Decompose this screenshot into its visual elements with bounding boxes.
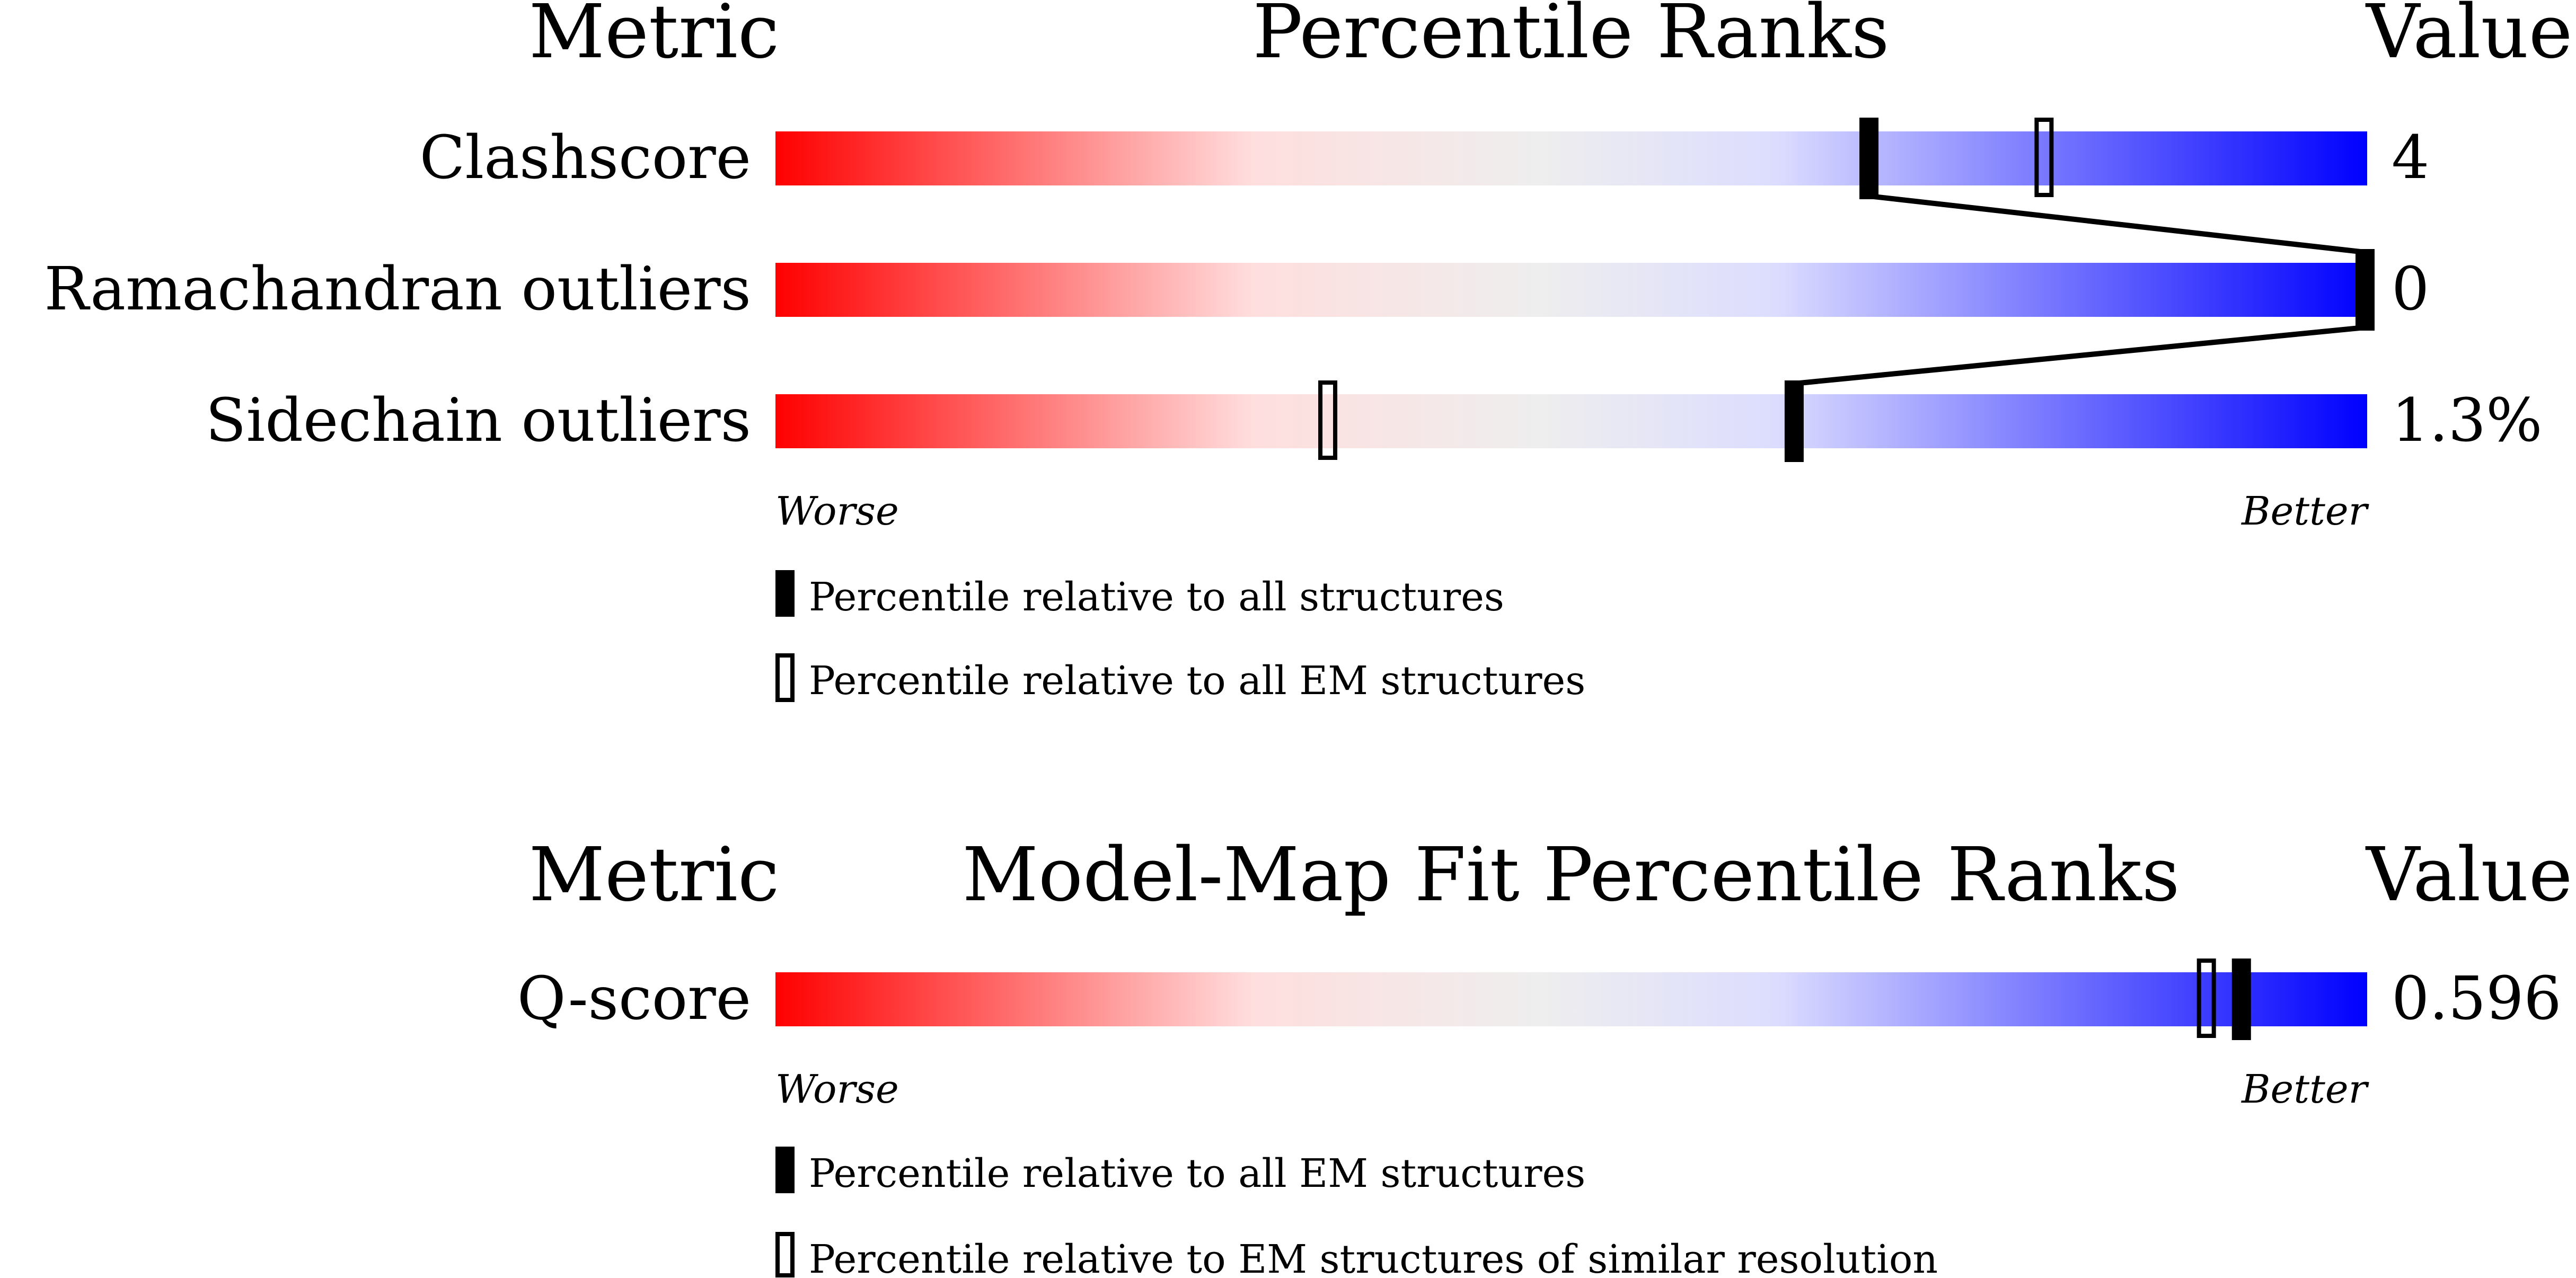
percentile-bar [775, 972, 2367, 1026]
metric-header: Metric [529, 0, 780, 75]
axis-worse-label-2: Worse [775, 1067, 899, 1112]
legend-filled-label: Percentile relative to all structures [809, 574, 1504, 620]
marker-connector-line [1868, 193, 2366, 255]
percentile-bar [775, 131, 2367, 185]
value-header-2: Value [2365, 832, 2573, 918]
legend-open-marker-2 [775, 1232, 795, 1277]
legend-open-marker [775, 653, 795, 702]
value-header: Value [2365, 0, 2573, 75]
subset-percentile-marker [2196, 958, 2216, 1038]
panel-2-rows: Q-score 0.596 [517, 958, 2562, 1040]
marker-connector-line [1794, 325, 2366, 386]
axis-better-label-2: Better [2240, 1067, 2369, 1112]
metric-header-2: Metric [529, 832, 780, 918]
metric-label: Clashscore [420, 123, 751, 192]
metric-label: Ramachandran outliers [44, 255, 751, 324]
all-percentile-marker [1859, 118, 1879, 199]
metric-value: 0 [2392, 255, 2429, 324]
subset-percentile-marker [2034, 118, 2054, 197]
subset-percentile-marker [1318, 380, 1338, 460]
metric-label: Q-score [517, 964, 751, 1033]
legend-open-label-2: Percentile relative to EM structures of … [809, 1237, 1938, 1278]
chart-title-2: Model-Map Fit Percentile Ranks [962, 832, 2180, 918]
percentile-bar [775, 263, 2367, 317]
chart-title: Percentile Ranks [1252, 0, 1889, 75]
metric-value: 0.596 [2392, 964, 2562, 1033]
metric-label: Sidechain outliers [206, 386, 751, 455]
all-percentile-marker [2356, 249, 2375, 331]
legend-open-label: Percentile relative to all EM structures [809, 658, 1585, 704]
legend-filled-label-2: Percentile relative to all EM structures [809, 1151, 1585, 1196]
legend-filled-marker [775, 570, 795, 617]
panel-1-rows: Clashscore 4 Ramachandran outliers 0 Sidecha… [44, 118, 2543, 462]
axis-better-label: Better [2240, 489, 2369, 534]
all-percentile-marker [2231, 958, 2251, 1040]
all-percentile-marker [1784, 380, 1804, 462]
legend-filled-marker-2 [775, 1147, 795, 1193]
axis-worse-label: Worse [775, 489, 899, 534]
metric-value: 1.3% [2392, 386, 2543, 455]
metric-value: 4 [2392, 123, 2429, 192]
percentile-bar [775, 394, 2367, 448]
